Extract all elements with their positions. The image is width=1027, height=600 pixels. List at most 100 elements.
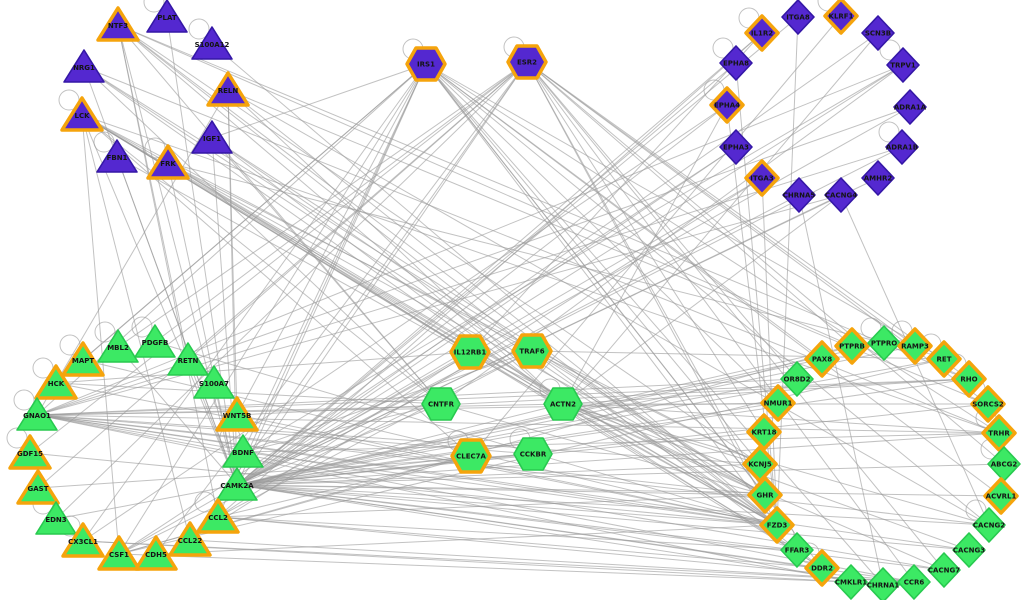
hexagon-node-shape — [506, 44, 548, 80]
diamond-node-shape — [897, 564, 931, 600]
hexagon-node-shape — [513, 437, 553, 471]
edge — [167, 162, 885, 344]
node-TRPV1[interactable]: TRPV1 — [886, 47, 920, 83]
edge — [117, 24, 970, 380]
node-RHO[interactable]: RHO — [951, 360, 987, 398]
node-KLRF1[interactable]: KLRF1 — [823, 0, 859, 35]
diamond-node-shape — [719, 129, 753, 165]
node-MBL2[interactable]: MBL2 — [97, 329, 139, 363]
edge — [117, 24, 442, 405]
node-PAX8[interactable]: PAX8 — [804, 340, 840, 378]
node-RELN[interactable]: RELN — [206, 71, 250, 107]
node-FRK[interactable]: FRK — [146, 144, 190, 180]
node-RET[interactable]: RET — [926, 340, 962, 378]
node-ABCG2[interactable]: ABCG2 — [987, 446, 1021, 482]
diamond-node-shape — [886, 47, 920, 83]
edge — [81, 114, 191, 541]
node-CHRNA5[interactable]: CHRNA5 — [782, 177, 816, 213]
triangle-node-shape — [215, 396, 259, 432]
triangle-node-shape — [196, 498, 240, 534]
edge — [154, 61, 528, 343]
node-ADRA1B[interactable]: ADRA1B — [885, 129, 919, 165]
node-AMHR2[interactable]: AMHR2 — [861, 160, 895, 196]
node-CHRNA1[interactable]: CHRNA1 — [866, 567, 900, 600]
node-CCR6[interactable]: CCR6 — [897, 564, 931, 600]
node-IGF1[interactable]: IGF1 — [191, 120, 233, 154]
triangle-node-shape — [16, 469, 60, 505]
hexagon-node-shape — [421, 387, 461, 421]
self-loop-edge — [878, 121, 900, 143]
node-IRS1[interactable]: IRS1 — [405, 46, 447, 82]
node-EPHA3[interactable]: EPHA3 — [719, 129, 753, 165]
edge — [36, 414, 761, 465]
edge — [425, 63, 1000, 434]
node-LCK[interactable]: LCK — [60, 96, 104, 132]
edge — [36, 414, 990, 526]
edge — [167, 162, 761, 465]
node-CNTFR[interactable]: CNTFR — [421, 387, 461, 421]
triangle-node-shape — [63, 49, 105, 83]
node-ADRA1A[interactable]: ADRA1A — [893, 89, 927, 125]
edge — [440, 403, 766, 496]
triangle-node-shape — [168, 521, 212, 557]
node-ESR2[interactable]: ESR2 — [506, 44, 548, 80]
edge — [81, 114, 1000, 434]
node-SCN3B[interactable]: SCN3B — [861, 15, 895, 51]
edge — [236, 358, 823, 486]
diamond-node-shape — [897, 327, 933, 365]
node-ITGA3[interactable]: ITGA3 — [744, 159, 780, 197]
diamond-node-shape — [760, 384, 796, 422]
diamond-node-shape — [804, 549, 840, 587]
node-ACTN2[interactable]: ACTN2 — [543, 387, 583, 421]
edge — [236, 61, 528, 486]
edge — [236, 403, 564, 486]
edge — [36, 414, 915, 583]
self-loop-edge — [188, 18, 210, 40]
node-GDF15[interactable]: GDF15 — [8, 434, 52, 470]
node-CLEC7A[interactable]: CLEC7A — [450, 438, 492, 474]
diamond-node-shape — [719, 45, 753, 81]
node-IL12RB1[interactable]: IL12RB1 — [449, 334, 491, 370]
node-CACNG7[interactable]: CACNG7 — [927, 552, 961, 588]
edge — [236, 484, 990, 526]
edge — [236, 403, 989, 486]
edge — [526, 61, 778, 526]
diamond-node-shape — [952, 532, 986, 568]
edge — [55, 382, 778, 526]
edge — [81, 114, 238, 486]
edge — [425, 63, 779, 404]
node-TRAF6[interactable]: TRAF6 — [511, 333, 553, 369]
self-loop-edge — [965, 499, 987, 521]
edge — [236, 484, 798, 551]
diamond-node-shape — [927, 552, 961, 588]
edge — [117, 24, 853, 347]
edge — [82, 63, 427, 361]
triangle-node-shape — [222, 434, 264, 468]
edge — [242, 63, 427, 453]
node-PDGFB[interactable]: PDGFB — [134, 324, 176, 358]
edge — [236, 358, 945, 486]
edge — [227, 89, 778, 526]
node-CACNG3[interactable]: CACNG3 — [952, 532, 986, 568]
node-NTF3[interactable]: NTF3 — [96, 6, 140, 42]
edge — [167, 162, 471, 353]
edge — [81, 114, 120, 555]
node-CACNG4[interactable]: CACNG4 — [824, 177, 858, 213]
edge — [526, 61, 945, 571]
edge — [217, 516, 798, 551]
node-ITGA8[interactable]: ITGA8 — [781, 0, 815, 35]
edge — [55, 484, 238, 520]
node-S100A12[interactable]: S100A12 — [191, 26, 233, 60]
node-EPHA8[interactable]: EPHA8 — [719, 45, 753, 81]
node-CMKLR1[interactable]: CMKLR1 — [834, 564, 868, 600]
node-EDN3[interactable]: EDN3 — [35, 501, 77, 535]
node-NRG1[interactable]: NRG1 — [63, 49, 105, 83]
triangle-node-shape — [134, 324, 176, 358]
node-PLAT[interactable]: PLAT — [146, 0, 188, 33]
node-KRT18[interactable]: KRT18 — [746, 413, 782, 451]
self-loop-edge — [131, 316, 153, 338]
node-CCKBR[interactable]: CCKBR — [513, 437, 553, 471]
diamond-node-shape — [861, 160, 895, 196]
